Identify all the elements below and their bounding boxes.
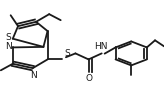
Text: O: O bbox=[85, 74, 92, 83]
Text: HN: HN bbox=[95, 42, 108, 51]
Text: N: N bbox=[30, 71, 37, 80]
Text: N: N bbox=[5, 42, 11, 51]
Text: S: S bbox=[64, 49, 70, 58]
Text: S: S bbox=[6, 33, 11, 42]
